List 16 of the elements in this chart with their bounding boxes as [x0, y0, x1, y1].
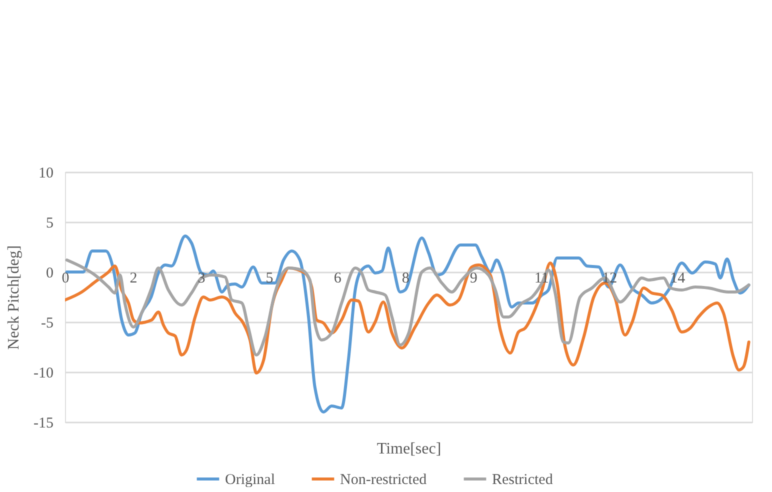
- x-tick-label: 3: [198, 270, 206, 286]
- legend-label: Original: [225, 472, 275, 488]
- y-tick-label: -5: [41, 316, 54, 332]
- legend-label: Non-restricted: [340, 472, 428, 488]
- x-tick-label: 6: [334, 270, 342, 286]
- x-tick-label: 9: [470, 270, 478, 286]
- legend-label: Restricted: [492, 472, 554, 488]
- y-tick-label: -15: [34, 416, 54, 432]
- x-tick-label: 0: [62, 270, 70, 286]
- x-tick-label: 12: [602, 270, 618, 286]
- y-axis-title: Neck Pitch[deg]: [6, 245, 23, 350]
- y-tick-label: -10: [34, 366, 54, 382]
- y-tick-label: 5: [46, 216, 54, 232]
- y-tick-label: 10: [38, 166, 54, 182]
- x-tick-label: 2: [130, 270, 138, 286]
- x-axis-title: Time[sec]: [376, 440, 442, 458]
